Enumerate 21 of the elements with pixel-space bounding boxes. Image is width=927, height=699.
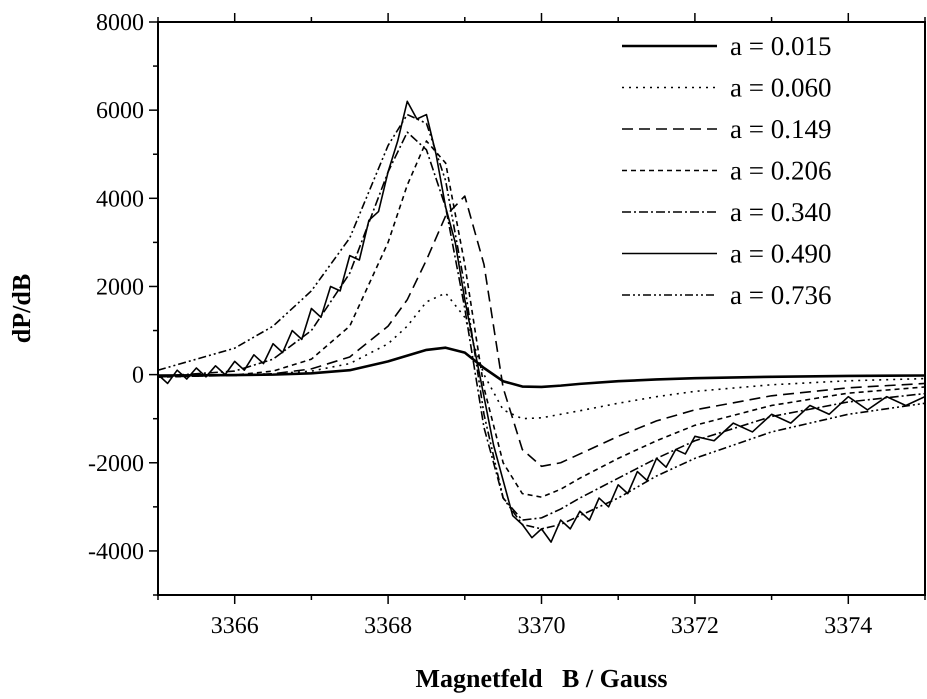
- legend-label: a = 0.736: [730, 280, 832, 310]
- y-axis-title: dP/dB: [7, 274, 36, 344]
- x-tick-label: 3372: [670, 613, 719, 639]
- x-axis-title: Magnetfeld B / Gauss: [415, 664, 668, 693]
- legend-label: a = 0.149: [730, 114, 832, 144]
- y-tick-label: 6000: [96, 98, 144, 124]
- y-tick-label: 4000: [96, 186, 144, 212]
- legend-label: a = 0.015: [730, 31, 832, 61]
- legend-label: a = 0.206: [730, 156, 832, 186]
- y-tick-label: -2000: [88, 450, 144, 477]
- y-tick-label: 8000: [96, 10, 144, 36]
- legend-label: a = 0.340: [730, 197, 832, 227]
- y-tick-label: 0: [132, 362, 144, 389]
- x-tick-label: 3374: [824, 613, 872, 639]
- y-tick-label: -4000: [88, 538, 144, 565]
- legend-label: a = 0.490: [730, 238, 832, 268]
- x-tick-label: 3370: [518, 613, 566, 639]
- x-tick-label: 3366: [210, 613, 259, 639]
- y-tick-label: 2000: [96, 274, 144, 300]
- x-tick-label: 3368: [364, 613, 412, 639]
- legend-label: a = 0.060: [730, 72, 832, 102]
